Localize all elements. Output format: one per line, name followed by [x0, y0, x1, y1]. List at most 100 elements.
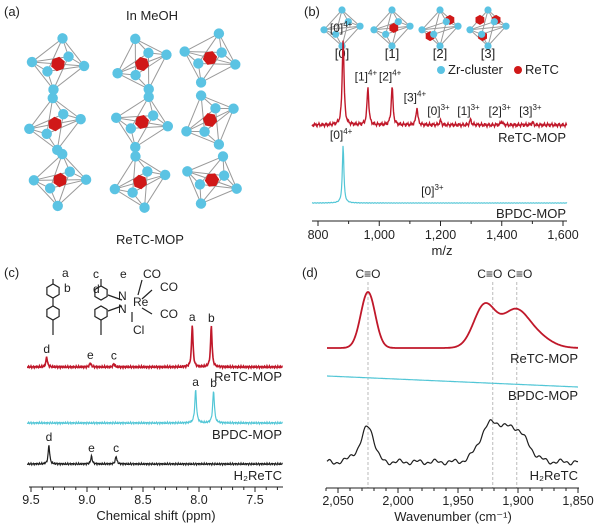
- zr-cluster-icon: [147, 110, 159, 121]
- zr-cluster-icon: [490, 18, 498, 26]
- cluster-edge: [185, 95, 202, 132]
- cluster-edge: [222, 156, 238, 189]
- structure-label-co2: CO: [160, 280, 178, 294]
- zr-cluster-icon: [130, 141, 141, 153]
- cluster-edge: [31, 61, 54, 90]
- structure-label-cl: Cl: [133, 323, 144, 337]
- cluster-8: [182, 151, 242, 209]
- cluster-edge: [184, 51, 222, 54]
- zr-cluster-icon: [179, 46, 190, 57]
- zr-cluster-icon: [478, 30, 486, 38]
- peak-label-0-6: [2]3+: [489, 103, 512, 118]
- zr-cluster-icon: [344, 18, 352, 26]
- zr-cluster-icon: [466, 26, 474, 34]
- peak-label-0-3-base: [3]: [404, 91, 417, 105]
- x-tick-label: 1,400: [486, 228, 517, 242]
- zr-cluster-icon: [57, 148, 68, 160]
- zr-cluster-icon: [80, 174, 92, 185]
- zr-cluster-icon: [63, 51, 74, 62]
- zr-cluster-icon: [195, 77, 207, 88]
- zr-cluster-icon: [338, 6, 346, 14]
- cluster-edge: [323, 9, 343, 31]
- legend-zr-marker: [437, 66, 445, 74]
- cluster-edge: [200, 64, 236, 83]
- zr-cluster-icon: [436, 6, 444, 14]
- cluster-edge: [114, 171, 148, 190]
- series-label-1: BPDC-MOP: [496, 206, 566, 221]
- cluster-edge: [29, 128, 58, 151]
- x-tick-label: 1,200: [425, 228, 456, 242]
- peak-label-0-1: [1]4+: [355, 69, 378, 84]
- peak-label-0-0: [0]4+: [330, 20, 353, 35]
- zr-cluster-icon: [48, 84, 59, 95]
- series-line-0: [327, 291, 578, 349]
- series-label-1: BPDC-MOP: [212, 427, 282, 442]
- cluster-edge: [186, 107, 216, 132]
- zr-cluster-icon: [159, 169, 171, 181]
- cluster-edge: [391, 25, 411, 47]
- cluster-edge: [115, 117, 136, 148]
- peak-label: b: [208, 311, 215, 325]
- zr-cluster-icon: [42, 66, 53, 77]
- panel-a-tag: (a): [4, 4, 20, 19]
- panel-a-title: In MeOH: [126, 8, 178, 23]
- cluster-edge: [421, 21, 447, 31]
- cluster-edge: [62, 38, 85, 67]
- retc-linker-icon: [134, 114, 150, 130]
- cluster-edge: [46, 118, 81, 135]
- retc-linker-icon: [202, 51, 218, 65]
- series-line-1: [26, 389, 283, 426]
- cluster-edge: [439, 21, 447, 47]
- cluster-edge: [130, 96, 150, 129]
- zr-cluster-icon: [454, 22, 462, 30]
- peak-label-0-2: [2]4+: [379, 69, 402, 84]
- cluster-edge: [421, 9, 441, 31]
- peak-label-0-4: [0]3+: [427, 103, 450, 118]
- zr-cluster-icon: [332, 30, 340, 38]
- peak-label-0-7-base: [3]: [519, 104, 532, 118]
- x-tick-label: 1,850: [562, 494, 593, 508]
- peak-label: d: [46, 430, 53, 444]
- series-label-1: BPDC-MOP: [508, 388, 578, 403]
- series-line-0: [27, 325, 283, 371]
- retc-linker-icon: [475, 14, 485, 25]
- cluster-edge: [186, 130, 220, 145]
- cluster-edge: [198, 62, 236, 65]
- panel-a: (a) In MeOH ReTC-MOP: [4, 4, 242, 247]
- cluster-edge: [115, 96, 149, 119]
- zr-cluster-icon: [442, 18, 450, 26]
- cluster-edge: [469, 21, 495, 31]
- zr-cluster-icon: [382, 30, 390, 38]
- cluster-edge: [433, 25, 459, 35]
- cluster-grid: [24, 28, 242, 213]
- peak-label-0-5-charge: 3+: [471, 103, 480, 112]
- cluster-edge: [439, 25, 459, 47]
- cluster-edge: [29, 113, 64, 130]
- zr-cluster-icon: [143, 47, 154, 59]
- cluster-edge: [184, 33, 220, 52]
- annotation-label: C≡O: [477, 267, 502, 281]
- peak-label-0-7: [3]3+: [519, 103, 542, 118]
- cluster-edge: [117, 52, 149, 74]
- cluster-edge: [373, 21, 399, 31]
- cluster-edge: [200, 95, 206, 132]
- zr-cluster-icon: [47, 92, 58, 104]
- cluster-edge: [46, 98, 54, 134]
- cluster-edge: [148, 54, 167, 90]
- peak-label-0-0-charge: 4+: [343, 20, 352, 29]
- cluster-edge: [57, 171, 71, 207]
- cluster-edge: [28, 97, 54, 130]
- legend-zr-label: Zr-cluster: [448, 62, 504, 77]
- structure-label-re: Re: [133, 295, 149, 309]
- cluster-edge: [335, 9, 343, 35]
- cluster-2: [179, 28, 241, 88]
- cluster-edge: [200, 188, 237, 205]
- zr-cluster-icon: [78, 60, 90, 72]
- zr-cluster-icon: [182, 166, 193, 177]
- cluster-edge: [134, 115, 154, 148]
- zr-cluster-icon: [210, 103, 221, 114]
- zr-cluster-icon: [142, 166, 153, 177]
- x-tick-label: 8.0: [190, 493, 207, 507]
- peak-label-0-7-charge: 3+: [532, 103, 541, 112]
